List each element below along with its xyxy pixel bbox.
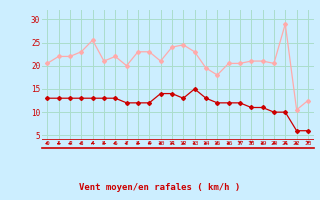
Text: Vent moyen/en rafales ( km/h ): Vent moyen/en rafales ( km/h )	[79, 183, 241, 192]
